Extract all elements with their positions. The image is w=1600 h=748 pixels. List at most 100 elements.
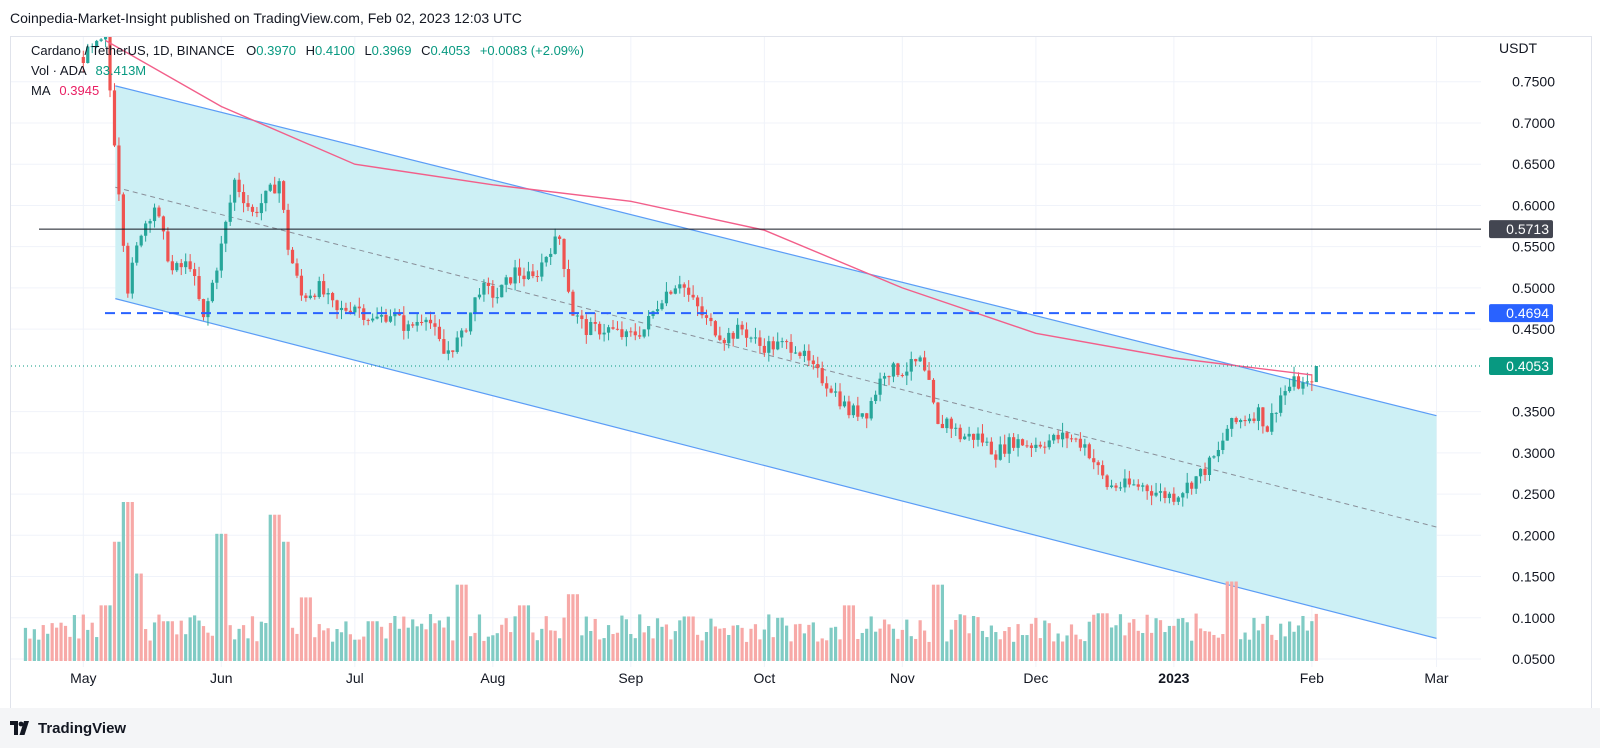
candle-body [985,441,989,443]
volume-bar [433,623,437,661]
volume-bar [869,616,873,661]
volume-bar [1029,623,1034,661]
volume-bar [785,625,789,661]
volume-bar [989,625,993,661]
volume-bar [575,594,580,661]
volume-bar [282,541,286,661]
tradingview-brand[interactable]: TradingView [10,720,126,737]
volume-bar [509,632,513,661]
candle-body [1105,475,1109,488]
volume-bar [1256,630,1261,661]
price-axis: 0.7500 0.7000 0.6500 0.6000 0.5500 0.5000 0.45… [1499,40,1555,667]
candle-body [339,307,344,311]
candle-body [1016,439,1020,448]
volume-bar [1069,624,1074,661]
candle-body [1301,382,1305,389]
candle-body [825,383,829,389]
candle-body [460,330,464,338]
volume-bar [798,623,802,661]
volume-bar [1114,625,1118,661]
candle-body [170,261,174,271]
chart-canvas[interactable]: 0.5713 0.4694 0.4053 0.7500 0.7000 0.6500 0.6… [11,37,1591,709]
candle-body [1314,365,1318,383]
chart-frame[interactable]: 0.5713 0.4694 0.4053 0.7500 0.7000 0.6500 0.6… [10,36,1592,708]
candle-body [1287,386,1292,392]
volume-bars [23,502,1318,661]
volume-bar [1190,640,1194,661]
candle-body [139,235,143,246]
volume-bar [1101,613,1105,661]
candle-body [117,145,121,195]
candle-body [335,300,339,311]
volume-bar [749,628,753,661]
y-tick-label: 0.7000 [1512,115,1555,131]
volume-bar [446,616,450,661]
volume-bar [1287,621,1292,661]
candle-body [157,207,161,217]
candle-body [584,319,588,336]
volume-bar [152,622,157,661]
volume-bar [121,502,125,661]
candle-body [1132,484,1136,486]
candle-body [108,37,112,91]
candle-body [175,263,179,271]
volume-bar [816,641,820,661]
candle-body [736,324,740,339]
candle-body [1127,478,1131,485]
x-tick-label: May [70,670,96,686]
volume-bar [789,641,793,661]
volume-bar [513,616,517,661]
volume-bar [918,620,922,661]
volume-bar [1181,618,1185,661]
candle-body [357,306,361,309]
volume-bar [905,619,909,661]
candle-body [629,331,633,333]
volume-bar [1216,637,1220,661]
candle-body [112,90,117,146]
volume-bar [295,633,299,661]
candle-body [250,206,255,212]
y-tick-label: 0.0500 [1512,651,1555,667]
candle-body [1190,482,1194,489]
volume-bar [664,624,669,661]
volume-bar [1176,618,1180,661]
candle-body [811,360,815,365]
candle-body [366,319,370,321]
candle-body [1310,381,1314,383]
candle-body [740,324,744,330]
volume-bar [713,626,717,661]
x-tick-label: Jun [210,670,233,686]
volume-bar [112,541,117,661]
volume-bar [268,514,272,661]
y-tick-label: 0.2000 [1512,527,1555,543]
candle-body [322,281,326,295]
volume-bar [1078,639,1082,661]
volume-bar [985,637,989,661]
volume-bar [771,637,775,661]
candle-body [838,391,842,407]
volume-bar [313,637,317,661]
candle-body [1181,493,1185,498]
x-tick-label: 2023 [1158,670,1189,686]
candle-body [268,184,272,191]
volume-bar [135,573,139,661]
y-tick-label: 0.4500 [1512,321,1555,337]
volume-bar [687,616,691,661]
candle-body [517,267,522,276]
volume-bar [81,614,85,661]
volume-bar [633,638,637,661]
candle-body [704,315,709,318]
volume-bar [326,628,330,661]
candle-body [589,321,593,336]
candle-body [1274,412,1278,414]
candle-body [1185,482,1189,494]
volume-bar [914,638,918,661]
volume-bar [753,624,758,661]
horizontal-levels: 0.5713 0.4694 0.4053 [11,220,1553,375]
last-price-bg [1489,356,1553,375]
candle-body [718,335,722,340]
volume-bar [1087,621,1091,661]
volume-bar [704,631,709,661]
candle-body [700,306,704,316]
candle-body [900,375,904,377]
